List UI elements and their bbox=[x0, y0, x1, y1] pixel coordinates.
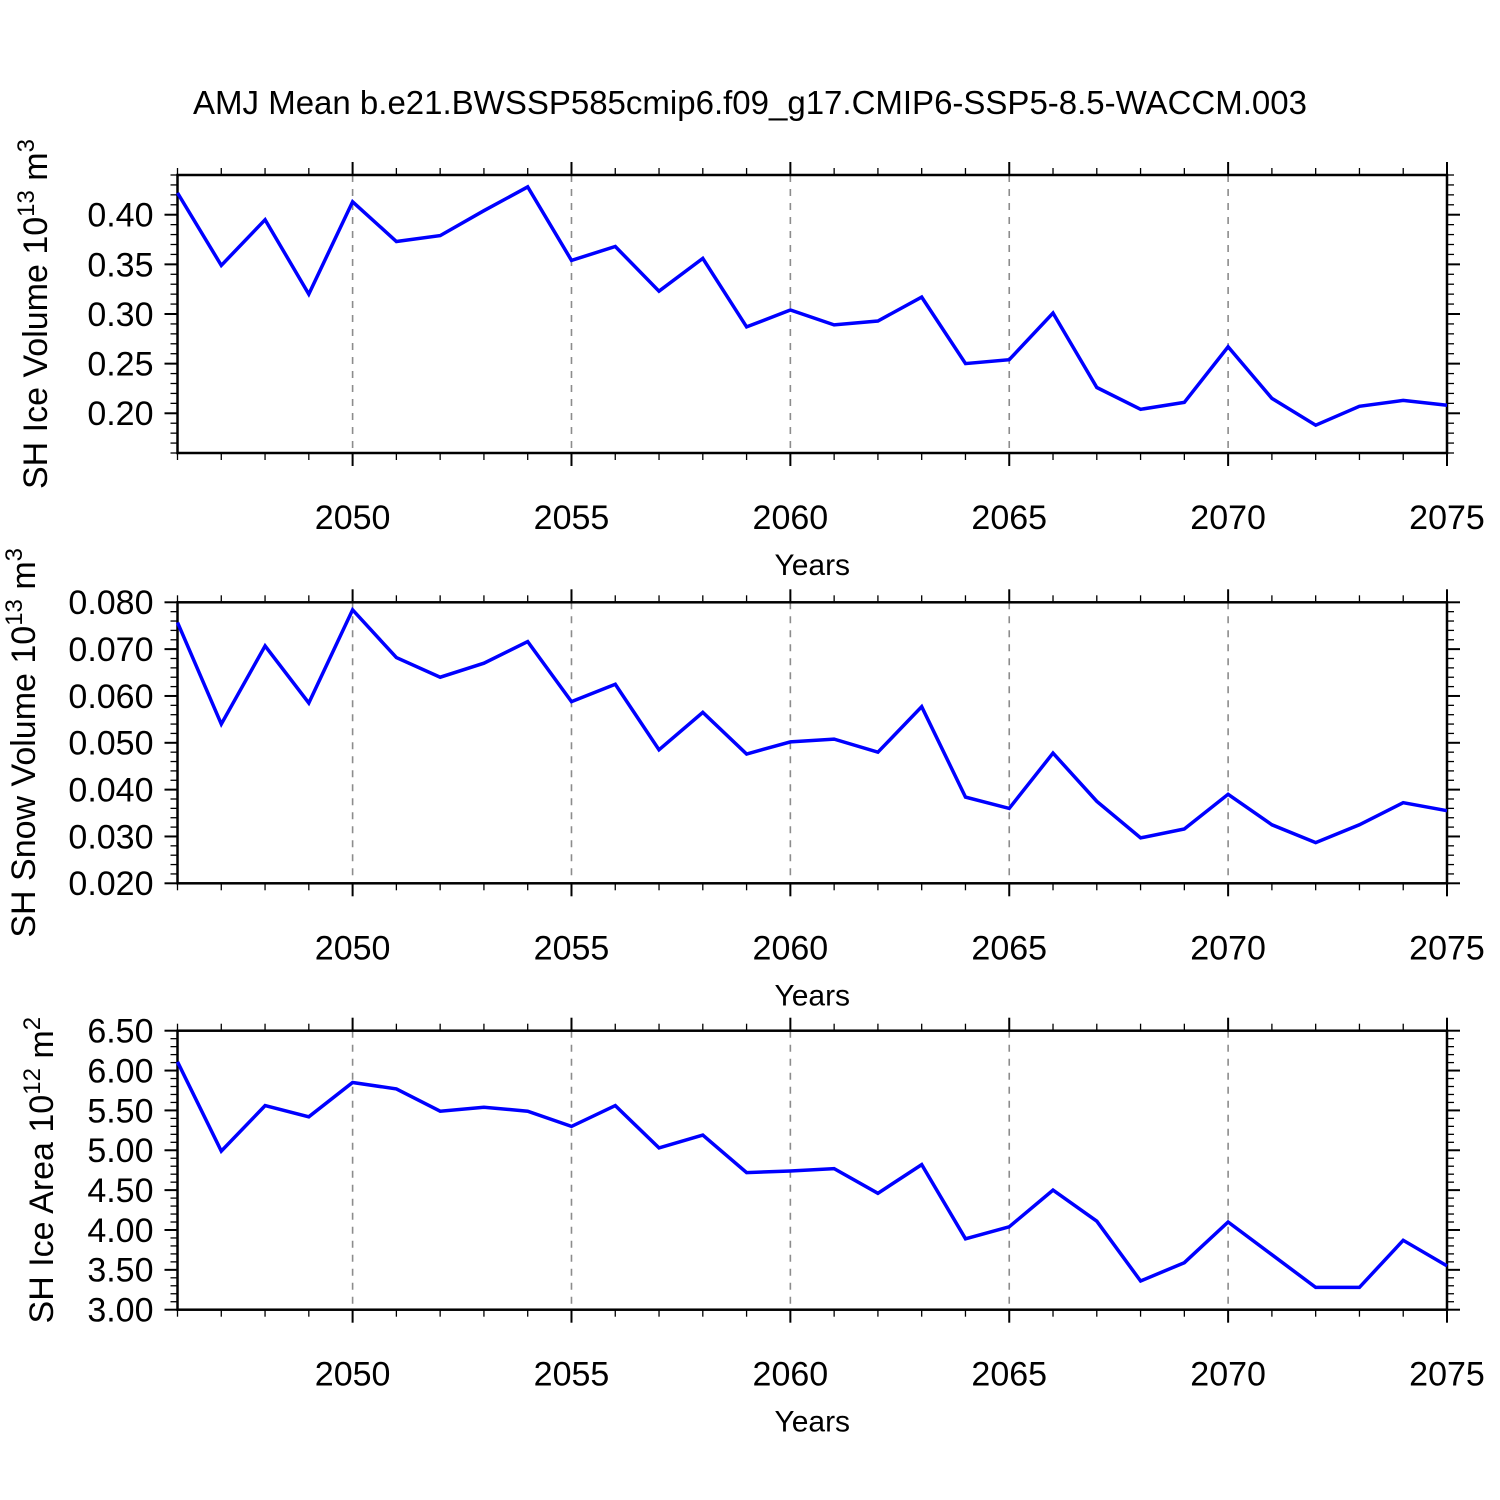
y-tick-label: 0.20 bbox=[87, 395, 153, 433]
y-axis-title: SH Snow Volume 1013 m3 bbox=[1, 548, 43, 938]
x-tick-label: 2060 bbox=[753, 929, 829, 967]
chart-title: AMJ Mean b.e21.BWSSP585cmip6.f09_g17.CMI… bbox=[193, 84, 1307, 121]
x-tick-label: 2060 bbox=[753, 499, 829, 537]
y-tick-label: 6.50 bbox=[87, 1013, 153, 1051]
y-tick-label: 0.050 bbox=[68, 725, 153, 763]
y-tick-label: 0.25 bbox=[87, 346, 153, 384]
x-tick-label: 2060 bbox=[753, 1356, 829, 1394]
x-tick-label: 2050 bbox=[315, 499, 391, 537]
y-tick-label: 0.35 bbox=[87, 246, 153, 284]
y-tick-label: 6.00 bbox=[87, 1052, 153, 1090]
x-tick-label: 2050 bbox=[315, 1356, 391, 1394]
y-tick-label: 0.020 bbox=[68, 865, 153, 903]
sh-snow-volume-line bbox=[175, 606, 1448, 845]
y-tick-label: 0.40 bbox=[87, 197, 153, 235]
x-tick-label: 2065 bbox=[971, 1356, 1047, 1394]
y-tick-label: 0.030 bbox=[68, 818, 153, 856]
y-tick-label: 4.00 bbox=[87, 1212, 153, 1250]
x-tick-label: 2065 bbox=[971, 499, 1047, 537]
sh-ice-area-panel: 3.003.504.004.505.005.506.006.50 2050 2055… bbox=[19, 1013, 1485, 1439]
y-tick-label: 0.080 bbox=[68, 584, 153, 622]
x-axis-title: Years bbox=[774, 979, 850, 1012]
x-tick-label: 2065 bbox=[971, 929, 1047, 967]
x-tick-label: 2075 bbox=[1409, 929, 1485, 967]
y-tick-label: 3.00 bbox=[87, 1292, 153, 1330]
y-tick-label: 0.040 bbox=[68, 772, 153, 810]
x-tick-label: 2055 bbox=[534, 1356, 610, 1394]
x-axis-title: Years bbox=[774, 549, 850, 582]
y-tick-label: 3.50 bbox=[87, 1252, 153, 1290]
y-tick-label: 0.070 bbox=[68, 631, 153, 669]
y-tick-label: 5.00 bbox=[87, 1132, 153, 1170]
y-tick-label: 0.060 bbox=[68, 678, 153, 716]
x-axis-title: Years bbox=[774, 1406, 850, 1439]
x-tick-label: 2075 bbox=[1409, 1356, 1485, 1394]
y-tick-label: 5.50 bbox=[87, 1092, 153, 1130]
y-axis-title: SH Ice Area 1012 m2 bbox=[19, 1017, 61, 1324]
plot-frame bbox=[176, 601, 1449, 885]
plot-frame bbox=[176, 1029, 1449, 1311]
sh-ice-volume-line bbox=[176, 184, 1448, 428]
y-tick-label: 4.50 bbox=[87, 1172, 153, 1210]
x-tick-label: 2070 bbox=[1190, 499, 1266, 537]
x-tick-label: 2070 bbox=[1190, 1356, 1266, 1394]
x-tick-label: 2055 bbox=[534, 499, 610, 537]
y-axis-title: SH Ice Volume 1013 m3 bbox=[13, 139, 55, 489]
sh-ice-volume-panel: 0.20 0.25 0.30 0.35 0.40 2050 2055 2060 2065 2070… bbox=[13, 139, 1485, 582]
x-tick-label: 2050 bbox=[315, 929, 391, 967]
y-tick-label: 0.30 bbox=[87, 296, 153, 334]
x-tick-label: 2070 bbox=[1190, 929, 1266, 967]
x-tick-label: 2055 bbox=[534, 929, 610, 967]
x-tick-label: 2075 bbox=[1409, 499, 1485, 537]
sh-snow-volume-panel: 0.020 0.030 0.040 0.050 0.060 0.070 0.080 2050 2… bbox=[1, 548, 1485, 1012]
sh-ice-area-line bbox=[175, 1061, 1448, 1290]
